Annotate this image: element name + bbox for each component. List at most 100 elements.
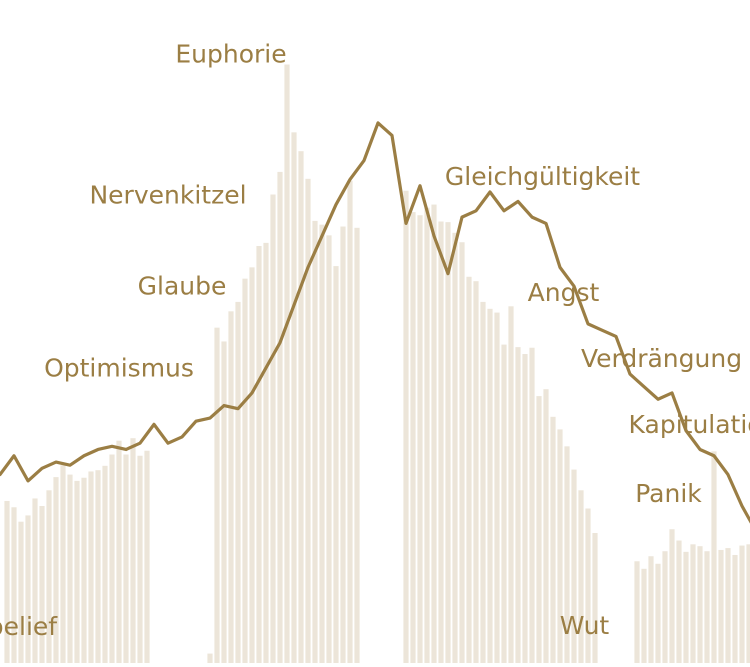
bar: [543, 389, 549, 663]
bar: [676, 540, 682, 663]
bar: [438, 221, 444, 663]
bar: [648, 556, 654, 663]
bar: [725, 548, 731, 663]
bar: [305, 178, 311, 663]
bar: [333, 266, 339, 663]
bar: [60, 465, 66, 663]
bar: [522, 354, 528, 663]
bar: [634, 561, 640, 663]
bar: [347, 180, 353, 663]
bar: [508, 306, 514, 663]
bar: [417, 215, 423, 664]
bar: [697, 546, 703, 663]
bar: [683, 551, 689, 663]
bar: [95, 470, 101, 663]
bar: [592, 533, 598, 663]
bar: [403, 190, 409, 664]
bar: [319, 224, 325, 663]
phase-label: Wut: [560, 611, 610, 640]
phase-label: Nervenkitzel: [89, 181, 246, 210]
bar: [585, 508, 591, 663]
phase-labels: belief Optimismus Glaube Nervenkitzel Euphor…: [0, 39, 750, 641]
phase-label: Optimismus: [44, 353, 194, 382]
bar: [564, 446, 570, 663]
bar: [298, 151, 304, 663]
bar: [641, 568, 647, 663]
bar: [487, 308, 493, 663]
bar: [32, 498, 38, 663]
bar: [711, 451, 717, 663]
bar: [578, 490, 584, 663]
phase-label: Glaube: [138, 272, 227, 301]
bar: [662, 551, 668, 663]
bar: [214, 327, 220, 663]
bar: [557, 429, 563, 663]
bar: [144, 450, 150, 663]
phase-label: Verdrängung: [581, 344, 742, 373]
bar: [39, 506, 45, 663]
bar: [53, 477, 59, 663]
bar: [263, 242, 269, 663]
bar: [81, 477, 87, 663]
bar: [256, 246, 262, 663]
bar: [459, 242, 465, 664]
bar: [445, 222, 451, 663]
bar: [130, 438, 136, 663]
bar: [732, 554, 738, 663]
bar: [284, 64, 290, 663]
bar: [529, 347, 535, 663]
bar: [746, 544, 750, 663]
phase-label: belief: [0, 612, 58, 641]
bar: [221, 341, 227, 663]
bar: [74, 480, 80, 663]
bar: [340, 226, 346, 664]
bar: [410, 212, 416, 663]
bar: [655, 563, 661, 663]
bar: [67, 474, 73, 663]
bar: [235, 301, 241, 663]
bar: [25, 515, 31, 663]
bar: [571, 469, 577, 663]
bar: [4, 500, 10, 663]
bar: [515, 347, 521, 663]
bar: [291, 132, 297, 664]
bar: [431, 204, 437, 663]
bar: [704, 551, 710, 663]
bar: [137, 455, 143, 663]
phase-label: Kapitulation: [629, 410, 750, 439]
bar: [326, 235, 332, 663]
bar: [249, 267, 255, 663]
bar: [501, 344, 507, 663]
bar-series: [4, 64, 750, 664]
bar: [669, 529, 675, 663]
bar: [11, 507, 17, 663]
bar: [690, 544, 696, 663]
bar: [88, 471, 94, 663]
bar: [312, 220, 318, 663]
phase-label: Angst: [528, 278, 600, 307]
phase-label: Euphorie: [175, 39, 286, 68]
bar: [123, 454, 129, 663]
bar: [718, 549, 724, 663]
bar: [550, 416, 556, 663]
bar: [452, 232, 458, 663]
bar: [494, 312, 500, 663]
phase-label: Gleichgültigkeit: [445, 162, 640, 191]
bar: [354, 227, 360, 664]
bar: [480, 301, 486, 663]
bar: [228, 311, 234, 663]
phase-label: Panik: [635, 479, 702, 508]
bar: [424, 207, 430, 663]
bar: [473, 281, 479, 663]
bar: [109, 454, 115, 663]
bar: [466, 276, 472, 663]
bar: [102, 465, 108, 663]
bar: [18, 521, 24, 663]
bar: [270, 194, 276, 663]
bar: [242, 278, 248, 663]
bar: [116, 440, 122, 663]
bar: [207, 653, 213, 663]
bar: [536, 396, 542, 663]
bar: [46, 490, 52, 663]
